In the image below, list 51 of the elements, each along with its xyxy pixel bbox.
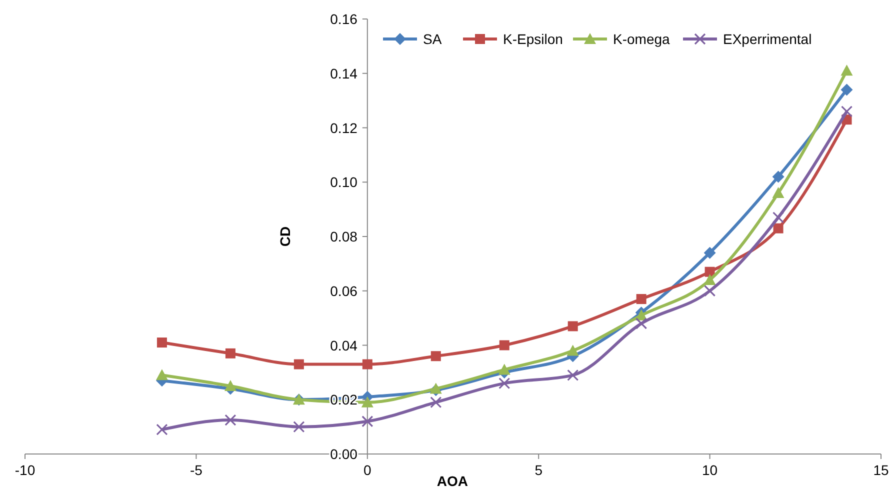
y-tick-label: 0.06 — [330, 282, 358, 299]
point — [636, 294, 646, 304]
point — [704, 246, 716, 259]
point — [224, 414, 236, 426]
point — [156, 424, 168, 436]
point — [840, 64, 853, 76]
point — [293, 421, 305, 433]
point — [499, 340, 510, 350]
y-tick-label: 0.10 — [330, 174, 358, 190]
point — [704, 285, 716, 297]
point — [636, 318, 648, 330]
point — [294, 359, 304, 370]
point — [225, 348, 236, 358]
point — [430, 382, 442, 394]
y-axis-title: CD — [277, 226, 293, 247]
x-tick-label: -5 — [190, 462, 203, 478]
y-tick-label: 0.00 — [330, 446, 358, 462]
legend-label: EXperrimental — [723, 31, 812, 47]
x-tick-label: 10 — [702, 462, 718, 478]
point — [772, 187, 784, 198]
point — [430, 396, 442, 408]
point — [773, 223, 784, 234]
y-tick-label: 0.14 — [330, 65, 358, 82]
point — [156, 369, 168, 380]
point — [498, 378, 510, 390]
y-tick-label: 0.08 — [330, 228, 358, 244]
x-tick-label: 0 — [364, 462, 372, 478]
y-tick-label: 0.16 — [330, 11, 358, 27]
x-tick-label: 5 — [534, 462, 543, 478]
point — [430, 351, 441, 362]
point — [224, 380, 236, 392]
point — [498, 364, 510, 375]
point — [568, 321, 578, 332]
point — [567, 369, 579, 381]
legend-label: K-omega — [613, 31, 670, 47]
point — [362, 416, 374, 428]
x-tick-label: 15 — [873, 462, 889, 478]
x-axis-title: AOA — [436, 473, 468, 489]
legend-label: K-Epsilon — [503, 31, 563, 47]
point — [566, 344, 579, 356]
point — [772, 212, 784, 224]
point — [362, 359, 372, 370]
y-tick-label: 0.12 — [330, 120, 358, 136]
point — [772, 170, 784, 183]
x-tick-label: -10 — [14, 462, 36, 478]
point — [361, 396, 374, 408]
point — [840, 84, 853, 96]
legend-label: SA — [423, 31, 442, 47]
point — [840, 106, 853, 118]
y-tick-label: 0.04 — [330, 337, 358, 354]
point — [156, 338, 167, 348]
